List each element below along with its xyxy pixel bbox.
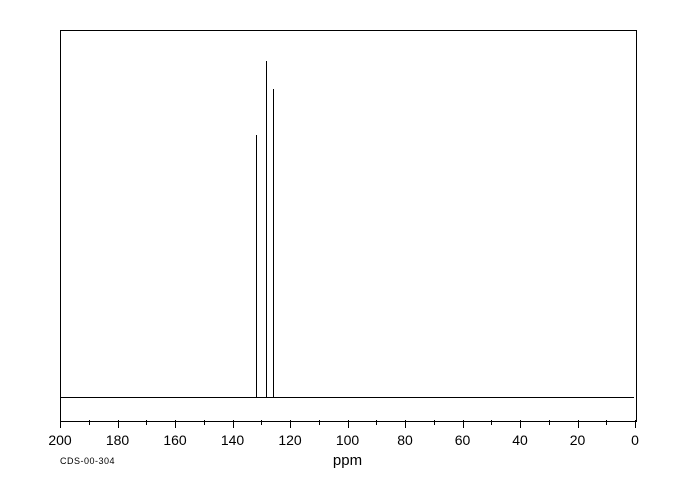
- x-tick-major: [290, 420, 291, 428]
- x-tick-major: [348, 420, 349, 428]
- x-tick-minor: [434, 420, 435, 425]
- peak: [273, 89, 274, 397]
- spectrum-container: 200180160140120100806040200 ppm CDS-00-3…: [0, 0, 680, 500]
- peak: [266, 61, 267, 396]
- x-tick-major: [635, 420, 636, 428]
- x-tick-major: [578, 420, 579, 428]
- x-tick-major: [520, 420, 521, 428]
- peak: [256, 135, 257, 396]
- x-tick-label: 0: [631, 432, 639, 448]
- x-tick-major: [405, 420, 406, 428]
- x-tick-label: 120: [278, 432, 301, 448]
- x-tick-label: 20: [570, 432, 586, 448]
- x-tick-label: 160: [163, 432, 186, 448]
- x-tick-label: 100: [336, 432, 359, 448]
- x-tick-label: 60: [455, 432, 471, 448]
- x-tick-label: 140: [221, 432, 244, 448]
- x-tick-major: [463, 420, 464, 428]
- x-tick-minor: [89, 420, 90, 425]
- x-tick-minor: [319, 420, 320, 425]
- x-tick-major: [233, 420, 234, 428]
- x-tick-label: 80: [397, 432, 413, 448]
- x-tick-major: [118, 420, 119, 428]
- x-tick-label: 40: [512, 432, 528, 448]
- plot-area: [60, 30, 637, 422]
- x-tick-minor: [376, 420, 377, 425]
- x-tick-minor: [549, 420, 550, 425]
- x-tick-minor: [204, 420, 205, 425]
- x-tick-major: [175, 420, 176, 428]
- baseline: [61, 397, 634, 398]
- x-tick-label: 180: [106, 432, 129, 448]
- x-tick-minor: [606, 420, 607, 425]
- sample-id-label: CDS-00-304: [60, 456, 115, 466]
- x-tick-minor: [146, 420, 147, 425]
- x-tick-minor: [491, 420, 492, 425]
- x-tick-minor: [261, 420, 262, 425]
- x-tick-major: [60, 420, 61, 428]
- x-axis-label: ppm: [333, 452, 362, 469]
- x-tick-label: 200: [48, 432, 71, 448]
